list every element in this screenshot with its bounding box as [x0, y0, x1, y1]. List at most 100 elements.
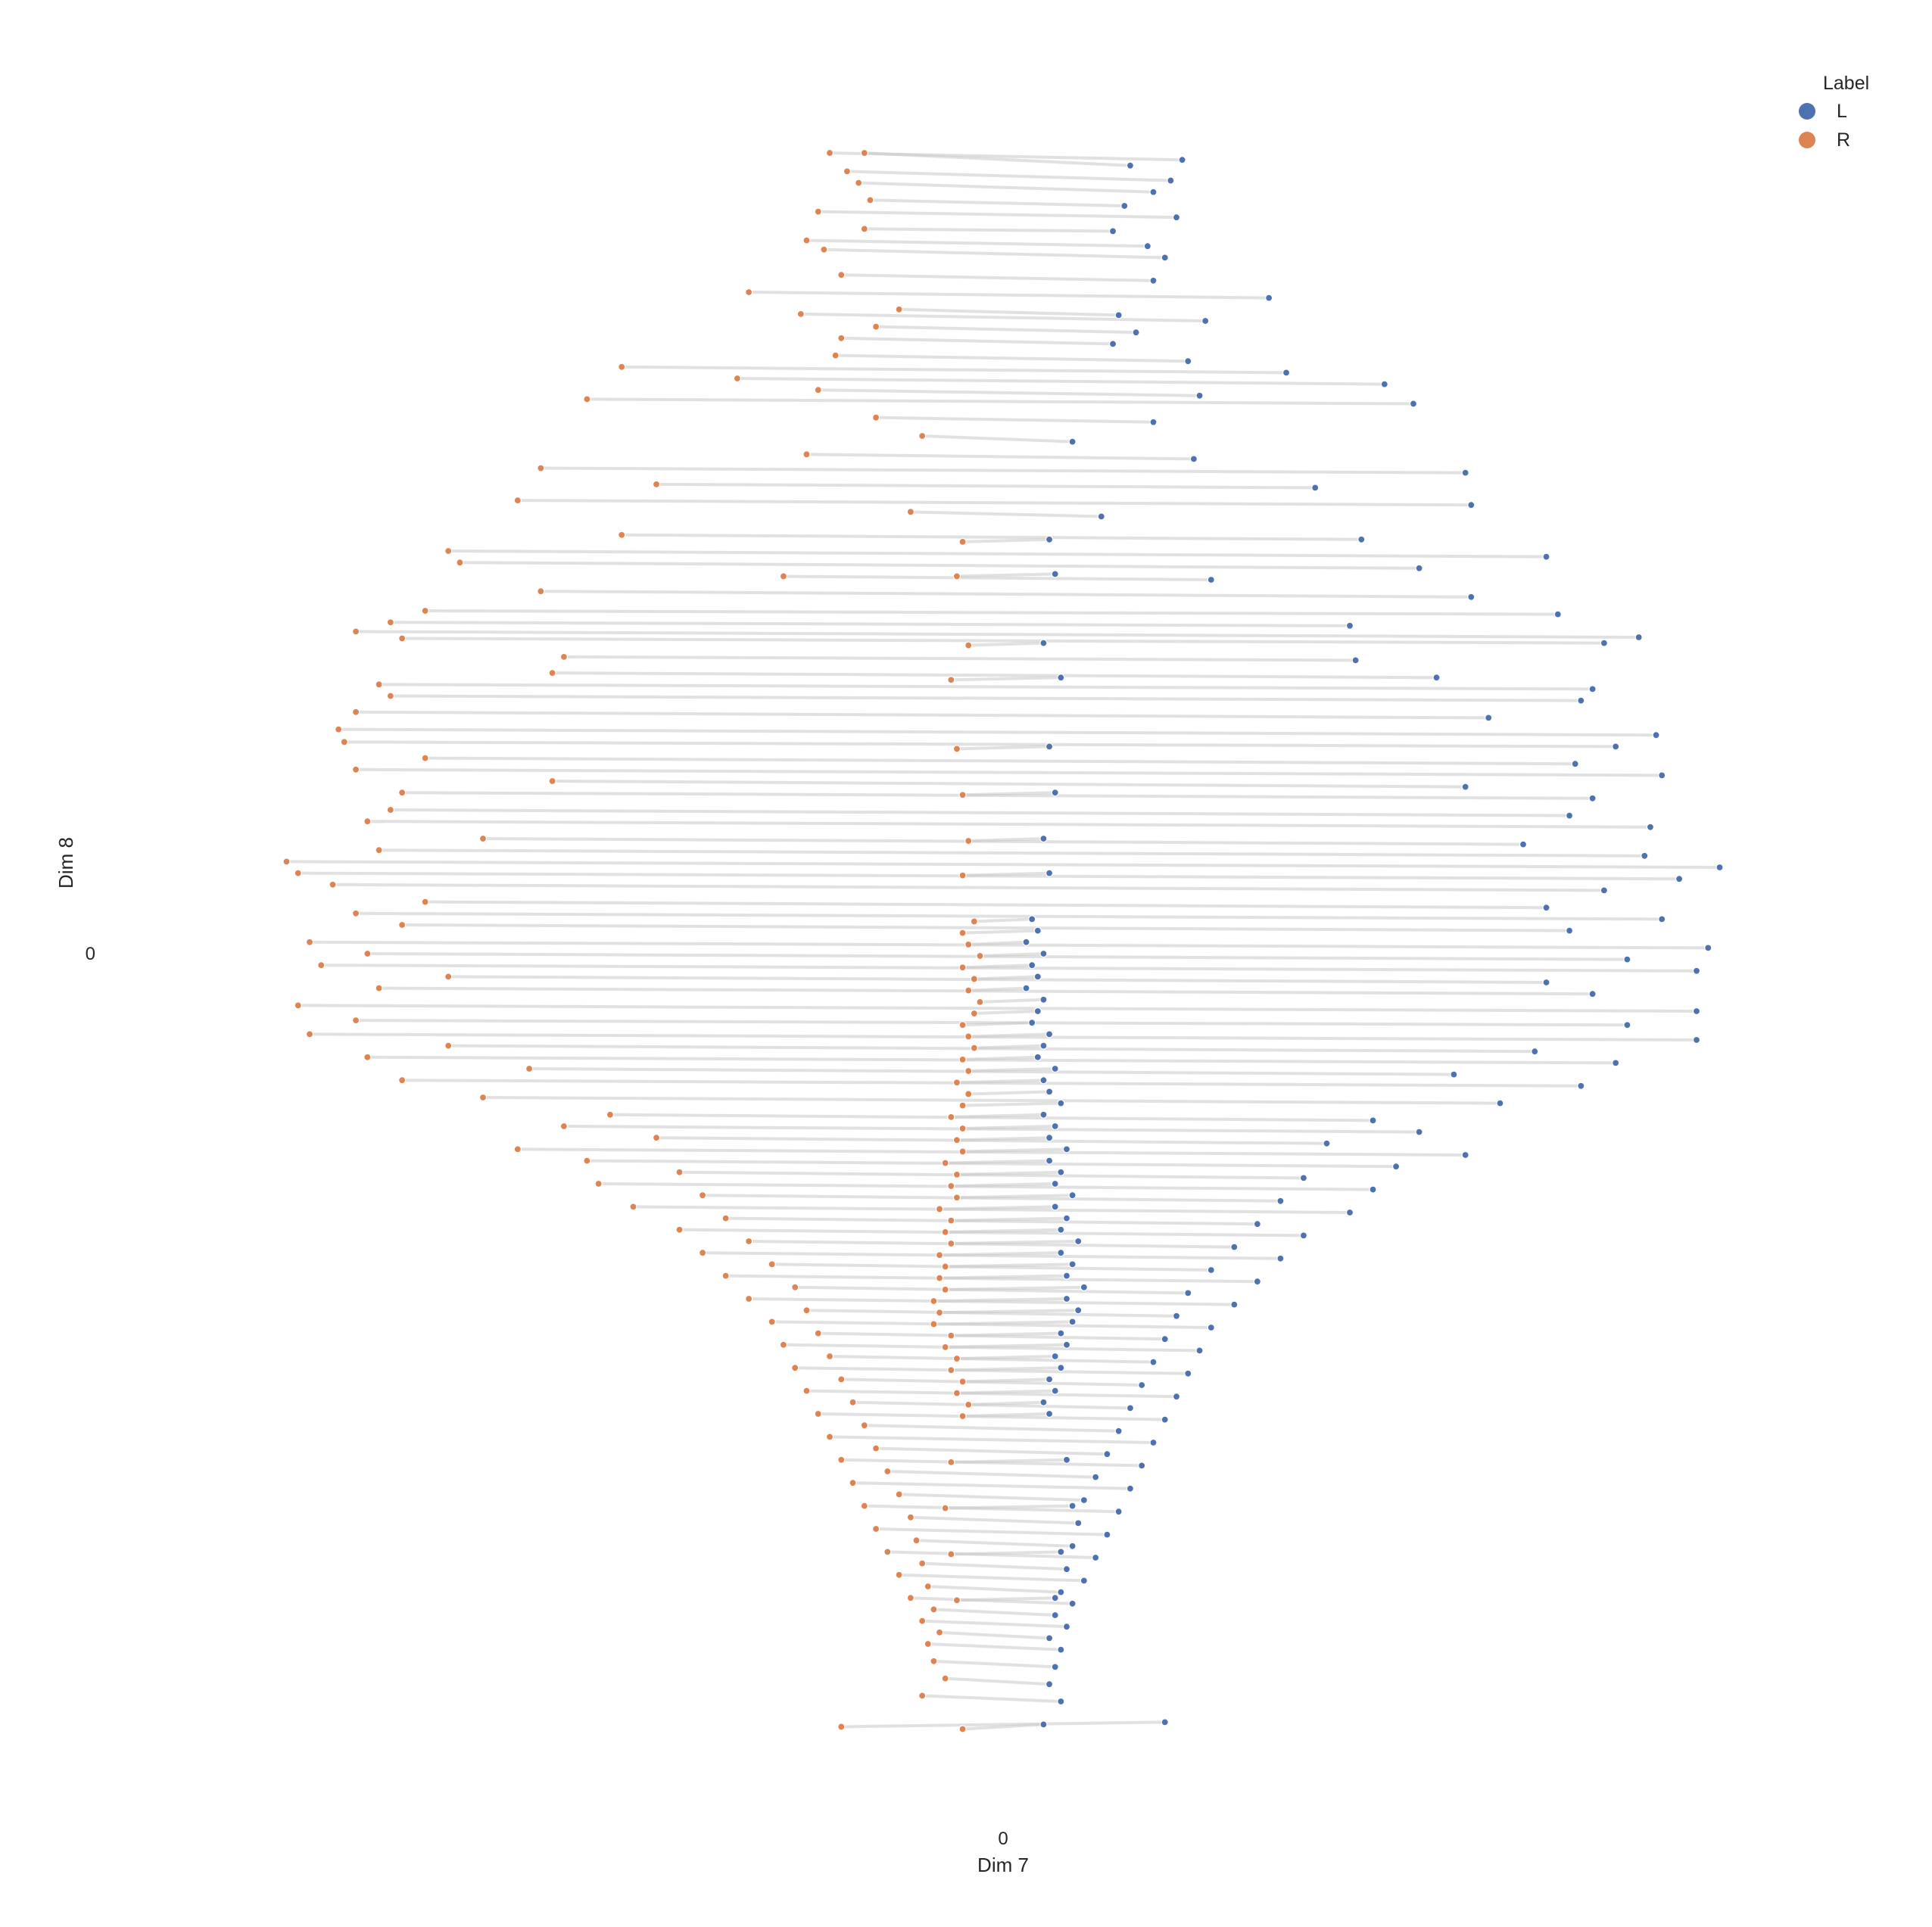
- point-r: [952, 1170, 961, 1178]
- point-r: [814, 1329, 822, 1337]
- point-r: [930, 1297, 938, 1306]
- point-r: [860, 148, 868, 157]
- point-l: [1051, 1387, 1059, 1395]
- point-r: [421, 606, 429, 615]
- point-r: [941, 1343, 949, 1351]
- point-l: [1057, 1548, 1065, 1556]
- legend: Label L R: [1788, 70, 1879, 154]
- point-r: [294, 869, 302, 877]
- point-r: [855, 179, 863, 187]
- point-l: [1080, 1283, 1088, 1291]
- point-r: [918, 1617, 927, 1625]
- point-l: [1623, 955, 1631, 963]
- link-line: [968, 940, 1027, 946]
- point-r: [721, 1214, 730, 1222]
- point-r: [935, 1251, 944, 1259]
- link-line: [841, 336, 1114, 346]
- point-l: [1184, 357, 1192, 366]
- link-line: [962, 1147, 1067, 1153]
- point-r: [895, 1571, 903, 1579]
- point-r: [548, 669, 556, 677]
- legend-item-r: R: [1788, 126, 1879, 154]
- point-r: [444, 973, 453, 981]
- link-line: [945, 1285, 1084, 1291]
- link-line: [899, 1573, 1084, 1583]
- point-r: [618, 531, 626, 539]
- point-l: [1057, 1645, 1065, 1654]
- point-r: [952, 745, 961, 753]
- point-r: [941, 1159, 949, 1167]
- link-line: [922, 1561, 1067, 1571]
- legend-label-l: L: [1837, 100, 1847, 122]
- point-l: [1062, 1294, 1071, 1303]
- point-r: [935, 1309, 944, 1317]
- point-l: [1207, 1265, 1215, 1275]
- link-line: [968, 1400, 1044, 1406]
- point-l: [1062, 1340, 1071, 1349]
- point-r: [351, 1016, 360, 1025]
- link-line: [974, 1044, 1044, 1050]
- point-l: [1138, 1462, 1146, 1470]
- point-r: [733, 374, 741, 383]
- point-l: [1531, 1048, 1539, 1056]
- point-l: [1097, 512, 1105, 521]
- point-l: [1704, 944, 1712, 952]
- point-r: [317, 961, 326, 970]
- link-line: [951, 1458, 1067, 1464]
- link-line: [460, 561, 1419, 570]
- link-line: [933, 1297, 1067, 1303]
- point-l: [1369, 1116, 1377, 1125]
- point-r: [935, 1628, 944, 1636]
- point-r: [421, 754, 429, 762]
- point-l: [1120, 201, 1129, 210]
- point-r: [537, 464, 545, 472]
- link-line: [852, 1481, 1130, 1490]
- link-line: [956, 745, 1050, 751]
- link-line: [864, 151, 1131, 167]
- point-l: [1461, 783, 1469, 791]
- point-l: [1108, 227, 1117, 235]
- point-r: [941, 1262, 949, 1271]
- point-r: [791, 1283, 799, 1291]
- point-l: [1045, 1375, 1054, 1384]
- point-l: [1600, 639, 1608, 647]
- point-l: [1080, 1577, 1088, 1585]
- point-r: [525, 1064, 534, 1073]
- point-r: [958, 963, 967, 972]
- point-r: [883, 1548, 892, 1556]
- point-l: [1612, 1059, 1620, 1067]
- point-r: [802, 450, 811, 459]
- point-r: [340, 738, 348, 746]
- point-l: [1114, 1508, 1123, 1516]
- link-line: [344, 740, 1616, 749]
- point-r: [837, 1375, 846, 1384]
- point-r: [871, 1444, 880, 1452]
- link-line: [622, 365, 1287, 375]
- point-r: [866, 196, 874, 204]
- link-line: [974, 1010, 1038, 1016]
- link-line: [980, 952, 1044, 958]
- link-line: [390, 621, 1351, 627]
- point-r: [398, 1076, 407, 1085]
- link-line: [298, 1004, 1697, 1013]
- point-r: [941, 1674, 949, 1683]
- link-line: [962, 537, 1050, 543]
- link-line: [922, 1694, 1061, 1703]
- point-l: [1126, 1484, 1135, 1493]
- point-l: [1600, 886, 1608, 895]
- link-line: [940, 1309, 1079, 1315]
- link-line: [656, 482, 1316, 490]
- point-r: [958, 871, 967, 879]
- point-l: [1345, 621, 1354, 630]
- link-line: [425, 900, 1547, 910]
- point-l: [1068, 1191, 1077, 1200]
- link-line: [939, 1251, 1061, 1257]
- link-line: [962, 1125, 1055, 1131]
- point-r: [837, 271, 846, 279]
- link-line: [933, 1320, 1073, 1326]
- link-line: [910, 510, 1102, 518]
- point-l: [1033, 973, 1042, 981]
- point-r: [335, 725, 343, 733]
- link-line: [956, 1596, 1055, 1602]
